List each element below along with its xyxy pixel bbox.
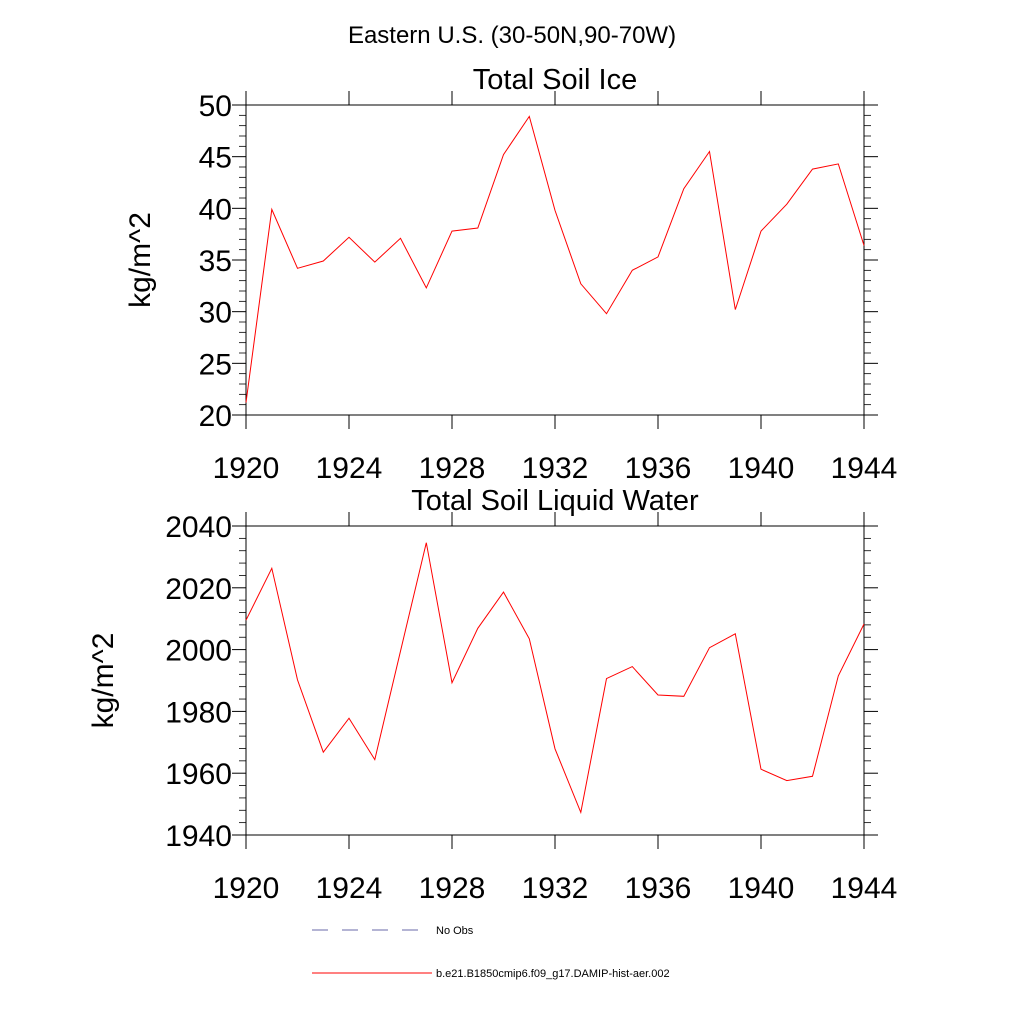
figure-main-title: Eastern U.S. (30-50N,90-70W) (348, 22, 676, 49)
series-line-total-soil-liquid-water (245, 542, 865, 815)
x-tick-label: 1940 (728, 872, 795, 905)
x-tick-label: 1944 (831, 872, 898, 905)
x-tick-label: 1940 (728, 452, 795, 485)
panel-total-soil-ice: Total Soil Ice kg/m^2 1920 1924 1928 1932 1936… (124, 64, 897, 485)
y-tick-label: 45 (199, 142, 232, 175)
y-tick-label: 30 (199, 297, 232, 330)
x-tick-label: 1936 (625, 872, 692, 905)
y-tick-label: 1960 (165, 758, 232, 791)
y-tick-label: 40 (199, 193, 232, 226)
x-tick-label: 1944 (831, 452, 898, 485)
plot-frame (245, 104, 865, 416)
x-tick-label: 1924 (316, 872, 383, 905)
y-tick-label: 1940 (165, 820, 232, 853)
x-tick-label: 1928 (419, 452, 486, 485)
x-tick-label: 1932 (522, 872, 589, 905)
x-tick-label: 1924 (316, 452, 383, 485)
series-line-total-soil-ice (245, 115, 865, 403)
y-axis-label: kg/m^2 (124, 212, 157, 308)
legend-label-no-obs: No Obs (436, 925, 474, 937)
y-tick-label: 2040 (165, 511, 232, 544)
plot-frame (245, 525, 865, 836)
y-tick-label: 35 (199, 245, 232, 278)
y-tick-label: 2000 (165, 635, 232, 668)
x-tick-label: 1932 (522, 452, 589, 485)
x-tick-label: 1936 (625, 452, 692, 485)
legend-label-model: b.e21.B1850cmip6.f09_g17.DAMIP-hist-aer.… (436, 968, 670, 980)
y-tick-label: 25 (199, 348, 232, 381)
panel-total-soil-liquid-water: Total Soil Liquid Water kg/m^2 1920 1924 192… (87, 485, 897, 905)
chart-title: Total Soil Ice (473, 64, 637, 96)
y-axis-label: kg/m^2 (87, 633, 120, 729)
x-tick-label: 1920 (213, 872, 280, 905)
y-tick-label: 20 (199, 400, 232, 433)
y-tick-label: 1980 (165, 696, 232, 729)
legend: No Obs b.e21.B1850cmip6.f09_g17.DAMIP-hi… (312, 925, 670, 980)
x-tick-label: 1920 (213, 452, 280, 485)
chart-title: Total Soil Liquid Water (411, 485, 699, 517)
y-tick-label: 50 (199, 90, 232, 123)
x-tick-label: 1928 (419, 872, 486, 905)
y-tick-label: 2020 (165, 573, 232, 606)
